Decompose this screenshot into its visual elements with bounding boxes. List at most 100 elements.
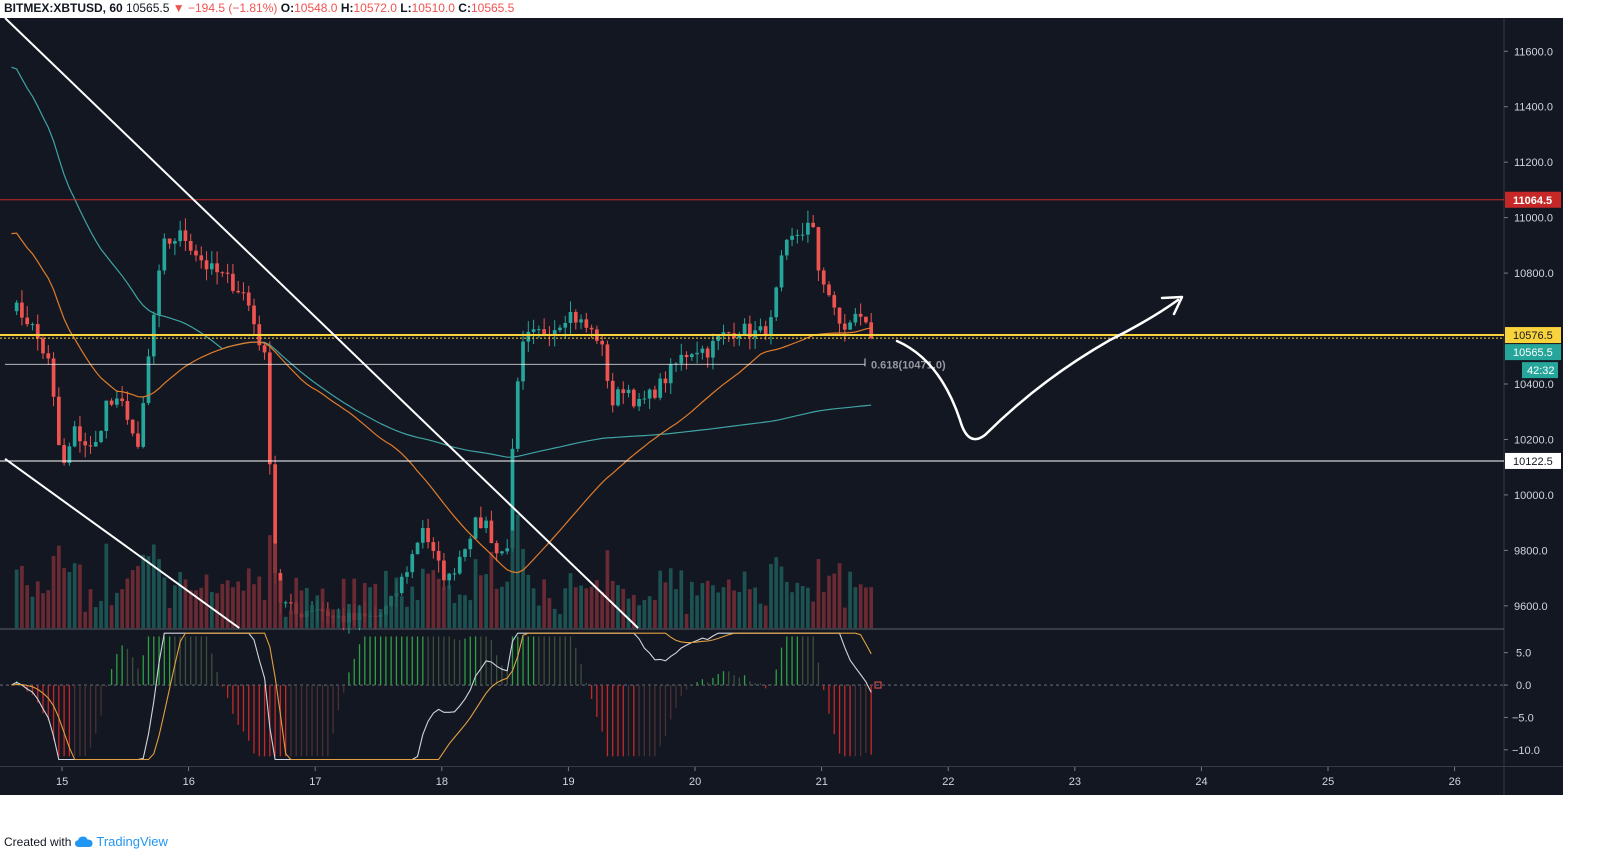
volume-bar	[600, 591, 605, 628]
volume-bar	[30, 596, 35, 628]
volume-bar	[816, 559, 821, 628]
time-tick-label: 22	[942, 776, 954, 788]
candle-body	[784, 239, 789, 256]
volume-bar	[505, 581, 510, 628]
candle-body	[141, 403, 146, 447]
down-arrow-icon: ▼	[172, 1, 185, 15]
time-tick-label: 17	[309, 776, 321, 788]
volume-bar	[215, 593, 219, 628]
candle-body	[748, 323, 752, 338]
candle-body	[442, 560, 446, 581]
price-tag-text: 10565.5	[1513, 347, 1553, 359]
candle-body	[473, 517, 478, 539]
candle-body	[842, 323, 847, 330]
volume-bar	[146, 556, 151, 628]
candle-body	[136, 433, 140, 447]
volume-bar	[130, 570, 135, 628]
high-value: 10572.0	[353, 1, 397, 15]
price-tick-label: 9600.0	[1514, 601, 1548, 613]
projection-path	[895, 298, 1180, 441]
volume-bar	[220, 583, 225, 628]
volume-bar	[769, 563, 773, 628]
volume-bar	[394, 577, 399, 628]
volume-bar	[436, 578, 441, 628]
candle-body	[51, 358, 56, 397]
volume-bar	[56, 545, 61, 628]
volume-bar	[568, 573, 573, 628]
volume-bar	[35, 581, 40, 628]
candle-body	[56, 396, 61, 446]
volume-bar	[20, 565, 24, 628]
candle-body	[653, 389, 657, 398]
arrow-head-icon	[1160, 295, 1184, 316]
volume-bar	[368, 587, 372, 628]
volume-bar	[563, 588, 568, 628]
volume-bar	[426, 573, 430, 628]
volume-bar	[304, 587, 309, 628]
candle-body	[832, 295, 837, 308]
candle-body	[157, 270, 161, 315]
tradingview-logo[interactable]: TradingView	[75, 834, 168, 849]
candle-body	[46, 353, 51, 359]
volume-bar	[790, 592, 794, 628]
downtrend-line-upper	[4, 17, 639, 629]
volume-bar	[183, 579, 188, 628]
volume-bar	[684, 613, 689, 628]
candle-body	[647, 389, 652, 399]
volume-bar	[115, 592, 119, 628]
volume-bar	[452, 602, 457, 628]
candle-body	[484, 520, 488, 529]
volume-bar	[827, 575, 831, 628]
volume-bar	[584, 588, 589, 628]
countdown-text: 42:32	[1527, 365, 1555, 377]
low-label: L:	[400, 1, 412, 15]
volume-bar	[14, 569, 19, 628]
volume-bar	[848, 571, 852, 628]
candle-body	[864, 316, 868, 323]
price-axis-background	[1504, 18, 1563, 795]
candle-body	[35, 324, 40, 339]
candle-body	[763, 326, 768, 335]
volume-bar	[737, 592, 742, 628]
candle-body	[289, 602, 293, 604]
price-tick-label: 11400.0	[1514, 102, 1553, 114]
candle-body	[705, 348, 710, 358]
candle-body	[447, 573, 452, 581]
macd-tick-label: −5.0	[1512, 712, 1534, 724]
volume-bar	[72, 563, 77, 628]
volume-bar	[167, 608, 172, 628]
volume-bar	[774, 557, 779, 628]
volume-bar	[447, 585, 452, 628]
volume-bar	[225, 580, 230, 628]
volume-bar	[336, 609, 341, 628]
candle-body	[637, 398, 641, 407]
volume-bar	[357, 605, 362, 628]
candle-body	[679, 354, 684, 364]
candle-body	[821, 270, 826, 285]
volume-bar	[800, 586, 805, 628]
downtrend-line-lower	[4, 458, 240, 629]
candle-body	[573, 311, 578, 323]
volume-bar	[278, 580, 283, 628]
open-value: 10548.0	[294, 1, 338, 15]
time-tick-label: 21	[816, 776, 828, 788]
candle-body	[489, 520, 494, 544]
candle-body	[215, 263, 219, 273]
candle-body	[505, 548, 510, 552]
volume-bar	[67, 571, 72, 628]
volume-bar	[626, 598, 631, 628]
volume-bar	[510, 530, 515, 628]
volume-bar	[605, 550, 610, 628]
volume-bar	[209, 591, 214, 628]
time-tick-label: 25	[1322, 776, 1334, 788]
price-tag-support	[1505, 327, 1561, 344]
candle-body	[684, 354, 689, 358]
price-tick-label: 11000.0	[1514, 213, 1553, 225]
candle-body	[109, 400, 114, 405]
volume-bar	[700, 583, 705, 628]
volume-bar	[294, 577, 299, 628]
price-tag-text: 11064.5	[1513, 195, 1552, 207]
symbol-header: BITMEX:XBTUSD, 60 10565.5 ▼ −194.5 (−1.8…	[4, 0, 514, 16]
price-tick-label: 11200.0	[1514, 157, 1553, 169]
